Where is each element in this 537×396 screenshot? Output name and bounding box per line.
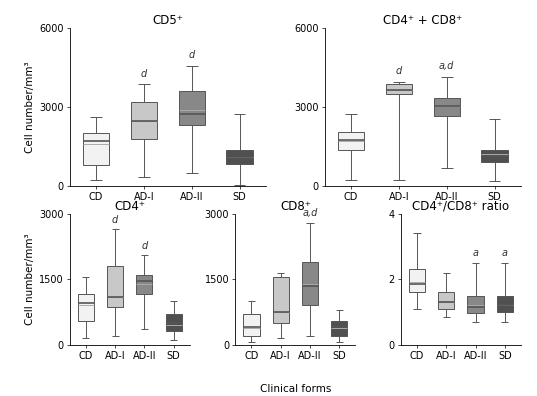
Text: d: d [141,241,148,251]
Bar [386,84,412,94]
Bar [165,314,182,331]
Text: a: a [502,248,508,258]
Bar [338,132,364,150]
Bar [433,98,460,116]
Y-axis label: Cell number/mm³: Cell number/mm³ [25,233,35,325]
Bar [438,292,454,308]
Title: CD4⁺: CD4⁺ [114,200,146,213]
Bar [179,91,205,126]
Text: d: d [188,50,195,61]
Text: a,d: a,d [439,61,454,71]
Text: d: d [112,215,118,225]
Y-axis label: Cell number/mm³: Cell number/mm³ [25,61,35,153]
Bar [243,314,259,336]
Text: a,d: a,d [302,208,318,218]
Bar [107,266,123,307]
Bar [227,150,253,164]
Bar [136,275,153,294]
Text: Clinical forms: Clinical forms [260,384,331,394]
Text: d: d [396,66,402,76]
Bar [131,102,157,139]
Title: CD8⁺: CD8⁺ [280,200,311,213]
Bar [302,262,318,305]
Text: d: d [141,69,147,79]
Title: CD5⁺: CD5⁺ [153,13,183,27]
Bar [482,150,508,162]
Bar [331,321,347,336]
Bar [409,269,425,292]
Bar [273,277,289,323]
Bar [468,295,484,314]
Bar [497,295,513,312]
Title: CD4⁺ + CD8⁺: CD4⁺ + CD8⁺ [383,13,462,27]
Title: CD4⁺/CD8⁺ ratio: CD4⁺/CD8⁺ ratio [412,200,510,213]
Text: a: a [473,248,478,258]
Bar [83,133,109,165]
Bar [78,295,94,321]
